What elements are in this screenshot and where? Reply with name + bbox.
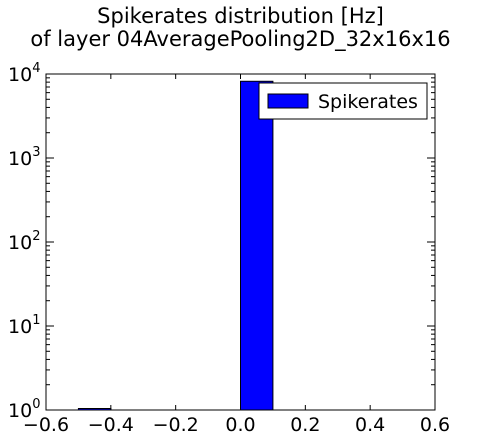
y-tick-label: 101 bbox=[8, 313, 40, 338]
x-tick-label: −0.4 bbox=[88, 414, 134, 436]
legend-swatch bbox=[267, 93, 309, 109]
y-tick-base: 10 bbox=[8, 316, 32, 338]
x-tick-label: −0.6 bbox=[23, 414, 69, 436]
y-tick-exponent: 4 bbox=[32, 61, 40, 76]
y-tick-base: 10 bbox=[8, 64, 32, 86]
x-tick-label: 0.4 bbox=[355, 414, 385, 436]
y-tick-label: 104 bbox=[8, 61, 40, 86]
legend-label: Spikerates bbox=[318, 91, 418, 113]
y-tick-base: 10 bbox=[8, 400, 32, 422]
chart-title: Spikerates distribution [Hz] bbox=[97, 4, 384, 28]
x-tick-label: 0.6 bbox=[420, 414, 450, 436]
y-tick-label: 103 bbox=[8, 145, 40, 170]
y-tick-exponent: 3 bbox=[32, 145, 40, 160]
x-tick-label: 0.0 bbox=[225, 414, 255, 436]
y-tick-label: 102 bbox=[8, 229, 40, 254]
x-tick-label: 0.2 bbox=[290, 414, 320, 436]
y-tick-exponent: 1 bbox=[32, 313, 40, 328]
x-tick-label: −0.2 bbox=[153, 414, 199, 436]
y-tick-exponent: 2 bbox=[32, 229, 40, 244]
y-tick-base: 10 bbox=[8, 232, 32, 254]
legend: Spikerates bbox=[258, 82, 428, 120]
y-tick-base: 10 bbox=[8, 148, 32, 170]
histogram-bar bbox=[240, 80, 274, 411]
y-tick-exponent: 0 bbox=[32, 397, 40, 412]
y-tick-label: 100 bbox=[8, 397, 40, 422]
chart-subtitle: of layer 04AveragePooling2D_32x16x16 bbox=[30, 27, 451, 51]
